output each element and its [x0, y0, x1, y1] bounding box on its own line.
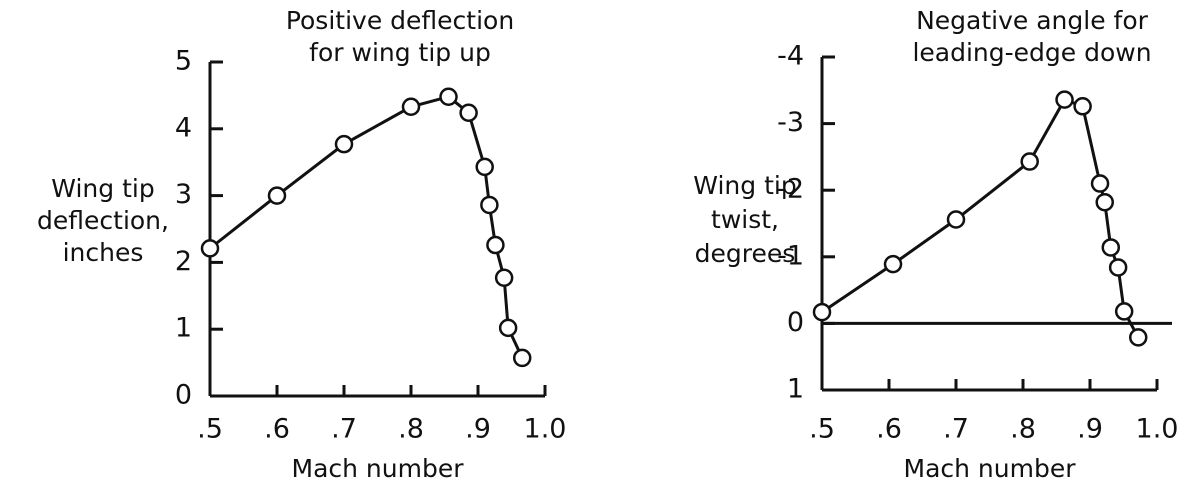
data-point — [883, 254, 903, 274]
data-point — [200, 239, 220, 258]
y-axis-label: Wing tip — [693, 171, 796, 200]
x-tick-label: 1.0 — [1136, 414, 1179, 445]
data-point — [494, 268, 514, 288]
chart-title: Positive deflection — [286, 6, 514, 35]
x-tick-label: 1.0 — [524, 414, 567, 445]
y-tick-label: 0 — [787, 307, 804, 338]
data-point — [267, 186, 287, 205]
y-tick-label: -2 — [777, 174, 804, 205]
data-line — [209, 95, 524, 359]
y-tick-label: 4 — [175, 112, 192, 143]
data-point — [512, 348, 532, 368]
data-point — [439, 87, 458, 106]
x-tick-label: .5 — [809, 414, 835, 445]
data-point — [401, 97, 421, 117]
y-tick-label: 1 — [175, 313, 192, 344]
data-point — [1095, 192, 1114, 212]
x-axis-label: Mach number — [292, 454, 465, 483]
x-tick-label: .9 — [1077, 414, 1103, 445]
y-tick-label: 3 — [175, 179, 192, 210]
x-axis-label: Mach number — [904, 454, 1077, 483]
y-tick-label: 1 — [787, 374, 804, 405]
x-tick-label: .7 — [943, 414, 969, 445]
x-tick-label: .7 — [331, 414, 357, 445]
data-point — [334, 134, 354, 154]
y-tick-label: -3 — [777, 107, 804, 138]
y-tick-label: -1 — [777, 240, 804, 271]
chart-title: leading-edge down — [912, 38, 1151, 67]
data-point — [1114, 302, 1134, 321]
x-tick-label: .9 — [465, 414, 491, 445]
data-point — [1055, 90, 1074, 109]
y-axis-label: Wing tip — [51, 174, 154, 203]
chart-title: for wing tip up — [309, 38, 491, 67]
data-point — [1090, 174, 1110, 193]
data-point — [1020, 152, 1039, 171]
data-line — [821, 97, 1140, 339]
x-tick-label: .6 — [876, 414, 902, 445]
data-point — [498, 318, 518, 338]
y-axis-label: degrees — [695, 239, 796, 268]
data-point — [812, 302, 832, 322]
data-point — [475, 157, 494, 177]
x-tick-label: .5 — [197, 414, 223, 445]
y-axis-label: deflection, — [37, 206, 169, 235]
data-point — [459, 103, 478, 123]
y-tick-label: 5 — [175, 46, 192, 77]
data-point — [946, 210, 966, 229]
y-tick-label: -4 — [777, 41, 804, 72]
y-axis-label: twist, — [711, 205, 779, 234]
x-tick-label: .8 — [1010, 414, 1036, 445]
y-tick-label: 2 — [175, 246, 192, 277]
data-point — [486, 235, 505, 255]
data-point — [1128, 328, 1148, 347]
x-tick-label: .6 — [264, 414, 290, 445]
data-point — [1073, 97, 1092, 116]
data-point — [1101, 238, 1121, 257]
chart-title: Negative angle for — [916, 6, 1149, 35]
y-tick-label: 0 — [175, 380, 192, 411]
y-axis-label: inches — [63, 238, 144, 267]
x-tick-label: .8 — [398, 414, 424, 445]
data-point — [1108, 258, 1128, 277]
data-point — [480, 195, 499, 215]
